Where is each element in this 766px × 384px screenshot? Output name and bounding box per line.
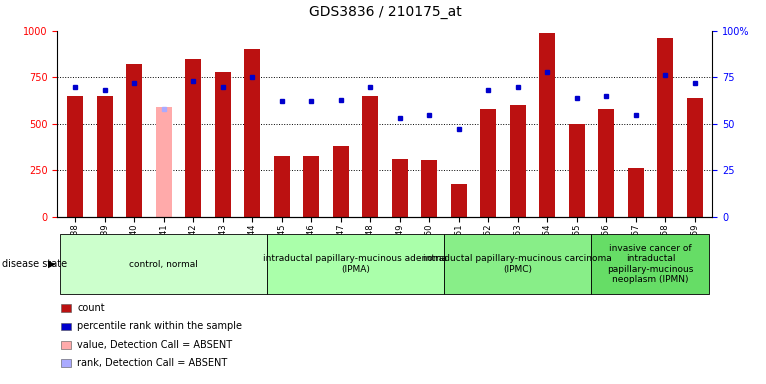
Bar <box>539 33 555 217</box>
Bar <box>598 109 614 217</box>
Bar <box>391 159 408 217</box>
Text: value, Detection Call = ABSENT: value, Detection Call = ABSENT <box>77 340 233 350</box>
Text: count: count <box>77 303 105 313</box>
Text: intraductal papillary-mucinous carcinoma
(IPMC): intraductal papillary-mucinous carcinoma… <box>424 254 612 274</box>
Text: control, normal: control, normal <box>129 260 198 268</box>
Text: rank, Detection Call = ABSENT: rank, Detection Call = ABSENT <box>77 358 228 368</box>
Text: intraductal papillary-mucinous adenoma
(IPMA): intraductal papillary-mucinous adenoma (… <box>264 254 447 274</box>
Text: ▶: ▶ <box>48 259 56 269</box>
Bar <box>155 107 172 217</box>
Bar <box>450 184 466 217</box>
Bar <box>480 109 496 217</box>
Bar <box>97 96 113 217</box>
Text: invasive cancer of
intraductal
papillary-mucinous
neoplasm (IPMN): invasive cancer of intraductal papillary… <box>607 244 694 284</box>
Bar <box>627 167 643 217</box>
Bar <box>67 96 83 217</box>
Bar <box>362 96 378 217</box>
Bar <box>214 72 231 217</box>
Bar <box>126 64 142 217</box>
Text: GDS3836 / 210175_at: GDS3836 / 210175_at <box>309 5 461 19</box>
Bar <box>332 146 349 217</box>
Text: disease state: disease state <box>2 259 67 269</box>
Bar <box>185 59 201 217</box>
Bar <box>421 160 437 217</box>
Bar <box>686 98 702 217</box>
Bar <box>657 38 673 217</box>
Text: percentile rank within the sample: percentile rank within the sample <box>77 321 242 331</box>
Bar <box>509 105 525 217</box>
Bar <box>273 156 290 217</box>
Bar <box>568 124 584 217</box>
Bar <box>303 156 319 217</box>
Bar <box>244 49 260 217</box>
